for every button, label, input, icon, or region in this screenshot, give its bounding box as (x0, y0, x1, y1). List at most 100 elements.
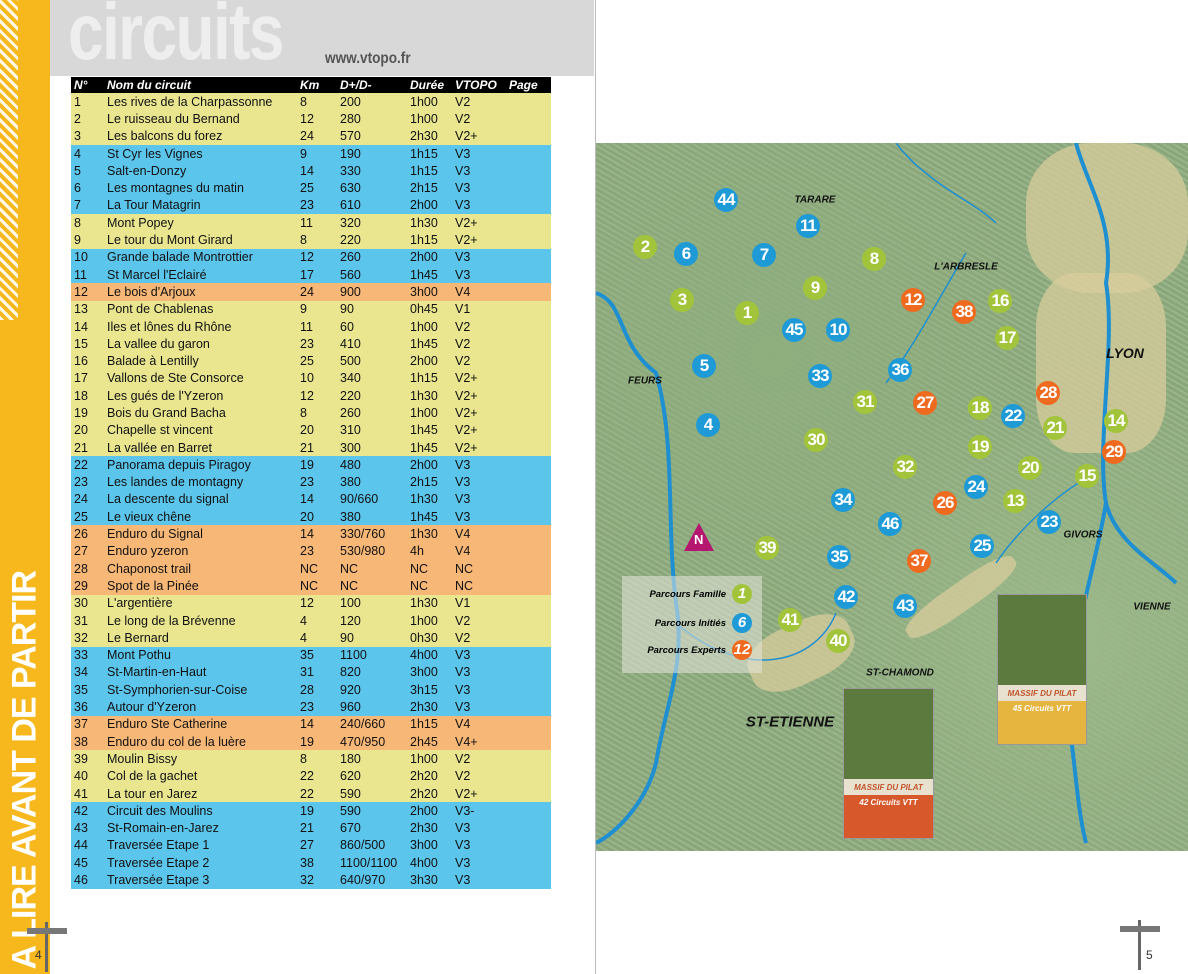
cell-page (506, 438, 551, 457)
cell-km: 25 (297, 352, 337, 370)
cell-n: 5 (71, 162, 104, 180)
circuit-marker[interactable]: 31 (853, 390, 877, 414)
cell-km: 12 (297, 594, 337, 612)
cell-vtopo: V3 (452, 265, 506, 284)
circuit-marker[interactable]: 46 (878, 512, 902, 536)
circuit-marker[interactable]: 39 (755, 536, 779, 560)
circuit-marker[interactable]: 32 (893, 455, 917, 479)
circuit-marker[interactable]: 43 (893, 594, 917, 618)
circuit-marker[interactable]: 23 (1037, 510, 1061, 534)
circuit-marker[interactable]: 20 (1018, 456, 1042, 480)
cell-page (506, 317, 551, 336)
table-row: 39 Moulin Bissy 8 180 1h00 V2 (71, 750, 551, 768)
table-row: 6 Les montagnes du matin 25 630 2h15 V3 (71, 179, 551, 197)
circuit-marker[interactable]: 3 (670, 288, 694, 312)
table-row: 44 Traversée Etape 1 27 860/500 3h00 V3 (71, 836, 551, 855)
circuit-marker[interactable]: 34 (831, 488, 855, 512)
circuit-marker[interactable]: 11 (796, 214, 820, 238)
table-row: 19 Bois du Grand Bacha 8 260 1h00 V2+ (71, 404, 551, 422)
cell-dplus: 590 (337, 784, 407, 803)
cell-dplus: 620 (337, 767, 407, 785)
circuit-marker[interactable]: 33 (808, 364, 832, 388)
cell-km: 19 (297, 456, 337, 474)
cell-duree: 2h00 (407, 802, 452, 820)
circuit-marker[interactable]: 6 (674, 242, 698, 266)
circuit-marker[interactable]: 40 (826, 629, 850, 653)
table-row: 12 Le bois d'Arjoux 24 900 3h00 V4 (71, 283, 551, 301)
circuit-marker[interactable]: 26 (933, 491, 957, 515)
circuit-marker[interactable]: 25 (970, 534, 994, 558)
circuit-marker[interactable]: 45 (782, 318, 806, 342)
cell-page (506, 715, 551, 733)
circuit-marker[interactable]: 5 (692, 354, 716, 378)
circuit-marker[interactable]: 8 (862, 247, 886, 271)
table-row: 28 Chaponost trail NC NC NC NC (71, 560, 551, 578)
circuit-marker[interactable]: 15 (1075, 464, 1099, 488)
circuit-marker[interactable]: 41 (778, 608, 802, 632)
circuit-marker[interactable]: 35 (827, 545, 851, 569)
cell-duree: 2h20 (407, 767, 452, 785)
circuit-marker[interactable]: 37 (907, 549, 931, 573)
table-row: 10 Grande balade Montrottier 12 260 2h00 V3 (71, 248, 551, 266)
circuit-marker[interactable]: 29 (1102, 440, 1126, 464)
cell-duree: 1h30 (407, 525, 452, 543)
cell-dplus: 920 (337, 681, 407, 699)
circuit-marker[interactable]: 9 (803, 276, 827, 300)
cell-name: Pont de Chablenas (104, 300, 297, 318)
circuit-marker[interactable]: 7 (752, 243, 776, 267)
cell-dplus: 280 (337, 110, 407, 128)
cell-duree: 2h00 (407, 248, 452, 266)
circuit-marker[interactable]: 14 (1104, 409, 1128, 433)
circuit-marker[interactable]: 2 (633, 235, 657, 259)
cell-name: Traversée Etape 3 (104, 871, 297, 889)
cell-duree: 1h15 (407, 715, 452, 733)
circuit-marker[interactable]: 21 (1043, 416, 1067, 440)
table-row: 37 Enduro Ste Catherine 14 240/660 1h15 V4 (71, 715, 551, 733)
cell-km: NC (297, 560, 337, 578)
column-header: Page (506, 77, 551, 93)
circuit-marker[interactable]: 22 (1001, 404, 1025, 428)
cell-name: St-Martin-en-Haut (104, 663, 297, 682)
circuit-marker[interactable]: 12 (901, 288, 925, 312)
table-row: 25 Le vieux chêne 20 380 1h45 V3 (71, 508, 551, 526)
cell-page (506, 283, 551, 301)
table-row: 30 L'argentière 12 100 1h30 V1 (71, 594, 551, 612)
circuit-marker[interactable]: 16 (988, 289, 1012, 313)
cell-n: 38 (71, 732, 104, 751)
cell-page (506, 265, 551, 284)
circuit-marker[interactable]: 10 (826, 318, 850, 342)
circuit-marker[interactable]: 18 (968, 396, 992, 420)
circuit-marker[interactable]: 27 (913, 391, 937, 415)
cell-km: 12 (297, 110, 337, 128)
circuit-marker[interactable]: 44 (714, 188, 738, 212)
cell-page (506, 196, 551, 215)
website-link[interactable]: www.vtopo.fr (325, 50, 411, 67)
table-row: 33 Mont Pothu 35 1100 4h00 V3 (71, 646, 551, 664)
circuit-marker[interactable]: 17 (995, 326, 1019, 350)
cell-n: 25 (71, 508, 104, 526)
table-row: 3 Les balcons du forez 24 570 2h30 V2+ (71, 127, 551, 145)
cell-duree: 3h30 (407, 871, 452, 889)
guidebook-cover[interactable]: MASSIF DU PILAT 42 Circuits VTT (843, 688, 934, 839)
cell-dplus: 640/970 (337, 871, 407, 889)
circuit-marker[interactable]: 19 (968, 435, 992, 459)
cell-dplus: 500 (337, 352, 407, 370)
cell-duree: 1h45 (407, 335, 452, 353)
circuit-marker[interactable]: 4 (696, 413, 720, 437)
circuit-marker[interactable]: 24 (964, 475, 988, 499)
circuit-marker[interactable]: 30 (804, 428, 828, 452)
cell-name: Iles et lônes du Rhône (104, 317, 297, 336)
cell-vtopo: V3 (452, 819, 506, 837)
cell-n: 14 (71, 317, 104, 336)
circuit-marker[interactable]: 28 (1036, 381, 1060, 405)
circuit-marker[interactable]: 42 (834, 585, 858, 609)
circuit-marker[interactable]: 36 (888, 358, 912, 382)
guidebook-cover[interactable]: MASSIF DU PILAT 45 Circuits VTT (997, 594, 1087, 745)
circuit-marker[interactable]: 1 (735, 301, 759, 325)
circuit-marker[interactable]: 38 (952, 300, 976, 324)
cell-duree: 3h00 (407, 663, 452, 682)
cell-page (506, 231, 551, 249)
cell-km: 24 (297, 283, 337, 301)
circuits-map[interactable]: Parcours Famille 1 Parcours Initiés 6 Parc… (596, 143, 1188, 851)
circuit-marker[interactable]: 13 (1003, 489, 1027, 513)
